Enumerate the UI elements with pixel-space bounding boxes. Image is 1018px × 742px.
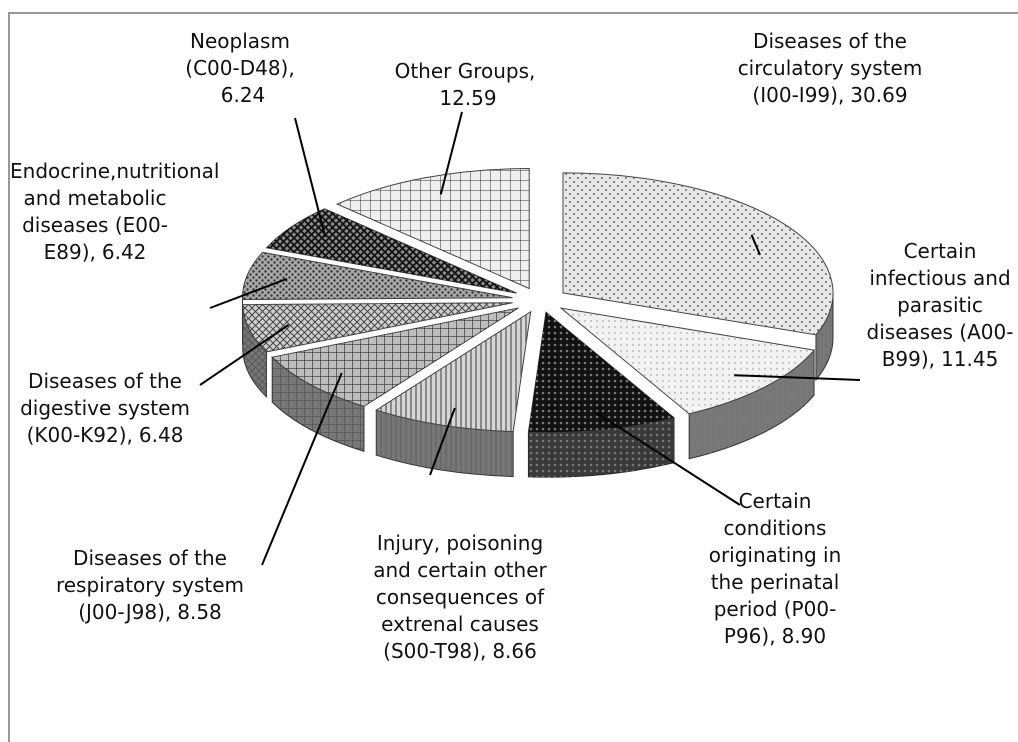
- slice-side-pattern: [242, 304, 267, 397]
- leader-line: [594, 410, 741, 506]
- data-label: Certain conditions originating in the pe…: [695, 488, 855, 650]
- slice-pattern: [376, 311, 531, 432]
- label-category: Diseases of the digestive system (K00-K9…: [20, 369, 190, 447]
- slice-side-pattern: [376, 410, 514, 477]
- label-value: 6.42: [101, 240, 147, 264]
- label-value: 6.24: [220, 83, 266, 107]
- label-value: 12.59: [439, 86, 497, 110]
- label-value: 8.58: [177, 600, 222, 624]
- data-label: Endocrine,nutritional and metabolic dise…: [10, 158, 219, 266]
- data-label: Neoplasm (C00-D48), 6.24: [175, 28, 305, 109]
- leader-line: [261, 372, 343, 566]
- data-label: Injury, poisoning and certain other cons…: [370, 530, 550, 665]
- slice-pattern: [528, 312, 675, 433]
- label-value: 8.66: [492, 639, 537, 663]
- leader-line: [429, 407, 456, 476]
- leader-line: [209, 277, 288, 309]
- label-value: 30.69: [850, 83, 908, 107]
- label-value: 11.45: [941, 347, 999, 371]
- slice-pattern: [272, 307, 519, 407]
- label-value: 8.90: [781, 624, 827, 648]
- label-category: Certain conditions originating in the pe…: [708, 489, 842, 648]
- data-label: Other Groups, 12.59: [390, 58, 540, 112]
- leader-line: [734, 374, 861, 381]
- label-category: Diseases of the circulatory system (I00-…: [737, 29, 923, 107]
- label-category: Diseases of the respiratory system (J00-…: [55, 546, 245, 624]
- label-category: Neoplasm (C00-D48),: [185, 29, 295, 80]
- label-category: Injury, poisoning and certain other cons…: [373, 531, 547, 663]
- leader-line: [750, 234, 761, 256]
- label-category: Other Groups,: [394, 59, 536, 83]
- slice-pattern: [563, 172, 834, 335]
- leader-line: [199, 324, 290, 386]
- slice-pattern: [242, 302, 513, 352]
- leader-line: [294, 117, 327, 238]
- label-category: Certain infectious and parasitic disease…: [866, 239, 1014, 371]
- slice-side-pattern: [528, 417, 675, 478]
- frame: [8, 12, 1018, 742]
- label-category: Endocrine,nutritional and metabolic dise…: [10, 159, 220, 264]
- leader-line: [439, 111, 463, 195]
- slice-pattern: [266, 208, 517, 294]
- label-value: 6.48: [138, 423, 184, 447]
- data-label: Diseases of the digestive system (K00-K9…: [0, 368, 210, 449]
- data-label: Diseases of the circulatory system (I00-…: [725, 28, 935, 109]
- data-label: Diseases of the respiratory system (J00-…: [45, 545, 255, 626]
- slice-pattern: [337, 168, 530, 289]
- slice-pattern: [242, 252, 513, 300]
- slice-side-pattern: [272, 357, 364, 452]
- slice-pattern: [561, 308, 815, 414]
- data-label: Certain infectious and parasitic disease…: [853, 238, 1018, 373]
